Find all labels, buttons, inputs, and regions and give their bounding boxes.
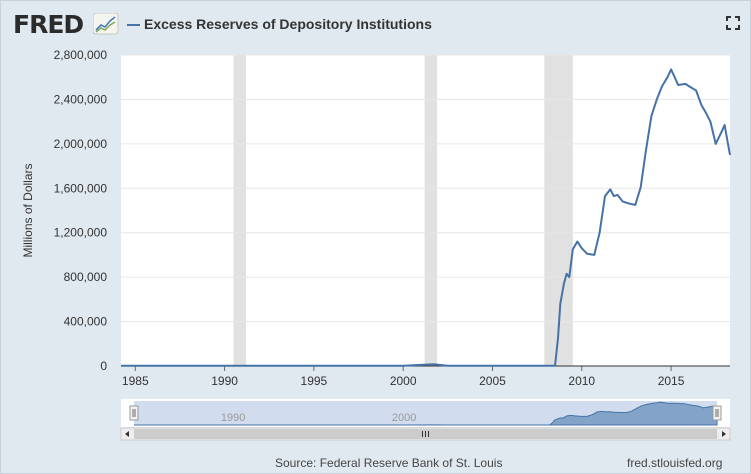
site-link[interactable]: fred.stlouisfed.org xyxy=(627,456,723,470)
navigator-label: 1990 xyxy=(221,412,245,424)
y-tick-label: 2,400,000 xyxy=(54,92,108,106)
navigator-handle-left[interactable] xyxy=(129,405,139,421)
x-tick-label: 2005 xyxy=(479,374,506,388)
navigator-series-area xyxy=(134,401,718,426)
source-note: Source: Federal Reserve Bank of St. Loui… xyxy=(275,456,503,470)
legend-line-swatch xyxy=(127,24,140,26)
y-tick-label: 400,000 xyxy=(64,315,108,329)
y-tick-label: 1,200,000 xyxy=(54,226,108,240)
recession-band xyxy=(544,55,573,366)
y-tick-label: 800,000 xyxy=(64,270,108,284)
y-tick-label: 0 xyxy=(100,359,107,373)
expand-icon[interactable] xyxy=(726,16,740,30)
x-tick-label: 2015 xyxy=(658,374,685,388)
navigator-handle-right[interactable] xyxy=(712,405,722,421)
x-tick-label: 1990 xyxy=(211,374,238,388)
scroll-left-arrow-icon[interactable] xyxy=(125,431,129,437)
series-line xyxy=(121,68,731,367)
x-tick-label: 1995 xyxy=(301,374,328,388)
y-axis-label: Millions of Dollars xyxy=(21,163,35,257)
fred-logo: FRED xyxy=(13,10,84,39)
x-tick-label: 1985 xyxy=(122,374,149,388)
chart-title: Excess Reserves of Depository Institutio… xyxy=(144,16,432,32)
scroll-right-arrow-icon[interactable] xyxy=(722,431,726,437)
recession-band xyxy=(233,55,247,366)
x-tick-label: 2000 xyxy=(390,374,417,388)
navigator-label: 2000 xyxy=(392,412,416,424)
fred-logo-graph-icon xyxy=(93,13,119,35)
recession-band xyxy=(424,55,438,366)
y-tick-label: 1,600,000 xyxy=(54,181,108,195)
chart-header: FRED Excess Reserves of Depository Insti… xyxy=(1,1,750,47)
x-tick-label: 2010 xyxy=(568,374,595,388)
y-tick-label: 2,800,000 xyxy=(54,48,108,62)
y-tick-label: 2,000,000 xyxy=(54,137,108,151)
